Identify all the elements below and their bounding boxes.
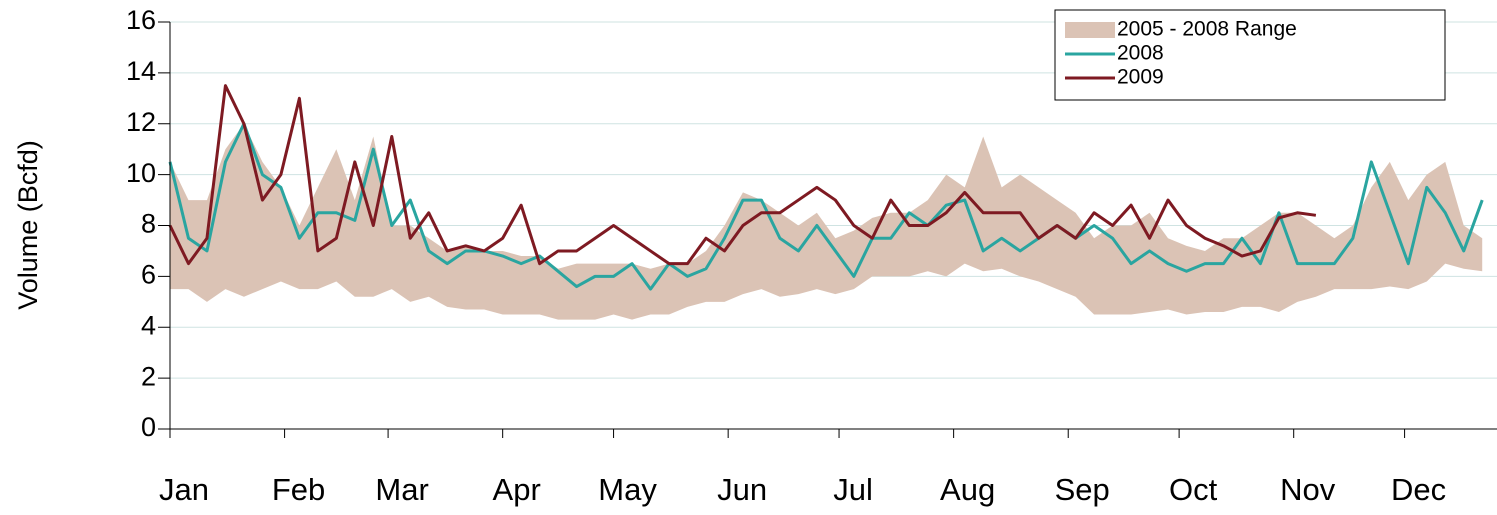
- x-tick-label: Jul: [833, 472, 873, 507]
- y-tick-label: 14: [126, 56, 156, 86]
- x-tick-label: Jan: [159, 472, 209, 507]
- series-line: [168, 122, 1484, 291]
- y-tick-label: 0: [141, 412, 156, 442]
- y-tick-label: 6: [141, 260, 156, 290]
- legend-label: 2005 - 2008 Range: [1117, 18, 1297, 41]
- x-tick-label: Nov: [1280, 472, 1336, 507]
- legend-label: 2008: [1117, 42, 1164, 65]
- legend-box: [1054, 9, 1446, 101]
- y-tick-label: 2: [141, 361, 156, 391]
- x-tick-label: Apr: [493, 472, 541, 507]
- legend-label: 2009: [1117, 66, 1164, 89]
- legend-swatch: [1065, 22, 1115, 38]
- y-axis-label: Volume (Bcfd): [13, 140, 43, 310]
- x-tick-label: Feb: [272, 472, 325, 507]
- x-tick-label: Dec: [1391, 472, 1446, 507]
- series-line: [168, 84, 1317, 266]
- x-tick-label: Jun: [717, 472, 767, 507]
- y-tick-label: 16: [126, 5, 156, 35]
- x-tick-label: May: [598, 472, 657, 507]
- y-tick-label: 10: [126, 158, 156, 188]
- x-tick-label: Oct: [1169, 472, 1218, 507]
- y-tick-label: 12: [126, 107, 156, 137]
- y-tick-label: 8: [141, 209, 156, 239]
- y-tick-label: 4: [141, 310, 156, 340]
- x-tick-label: Aug: [940, 472, 995, 507]
- x-tick-label: Sep: [1055, 472, 1110, 507]
- range-band: [170, 123, 1483, 320]
- x-tick-label: Mar: [375, 472, 428, 507]
